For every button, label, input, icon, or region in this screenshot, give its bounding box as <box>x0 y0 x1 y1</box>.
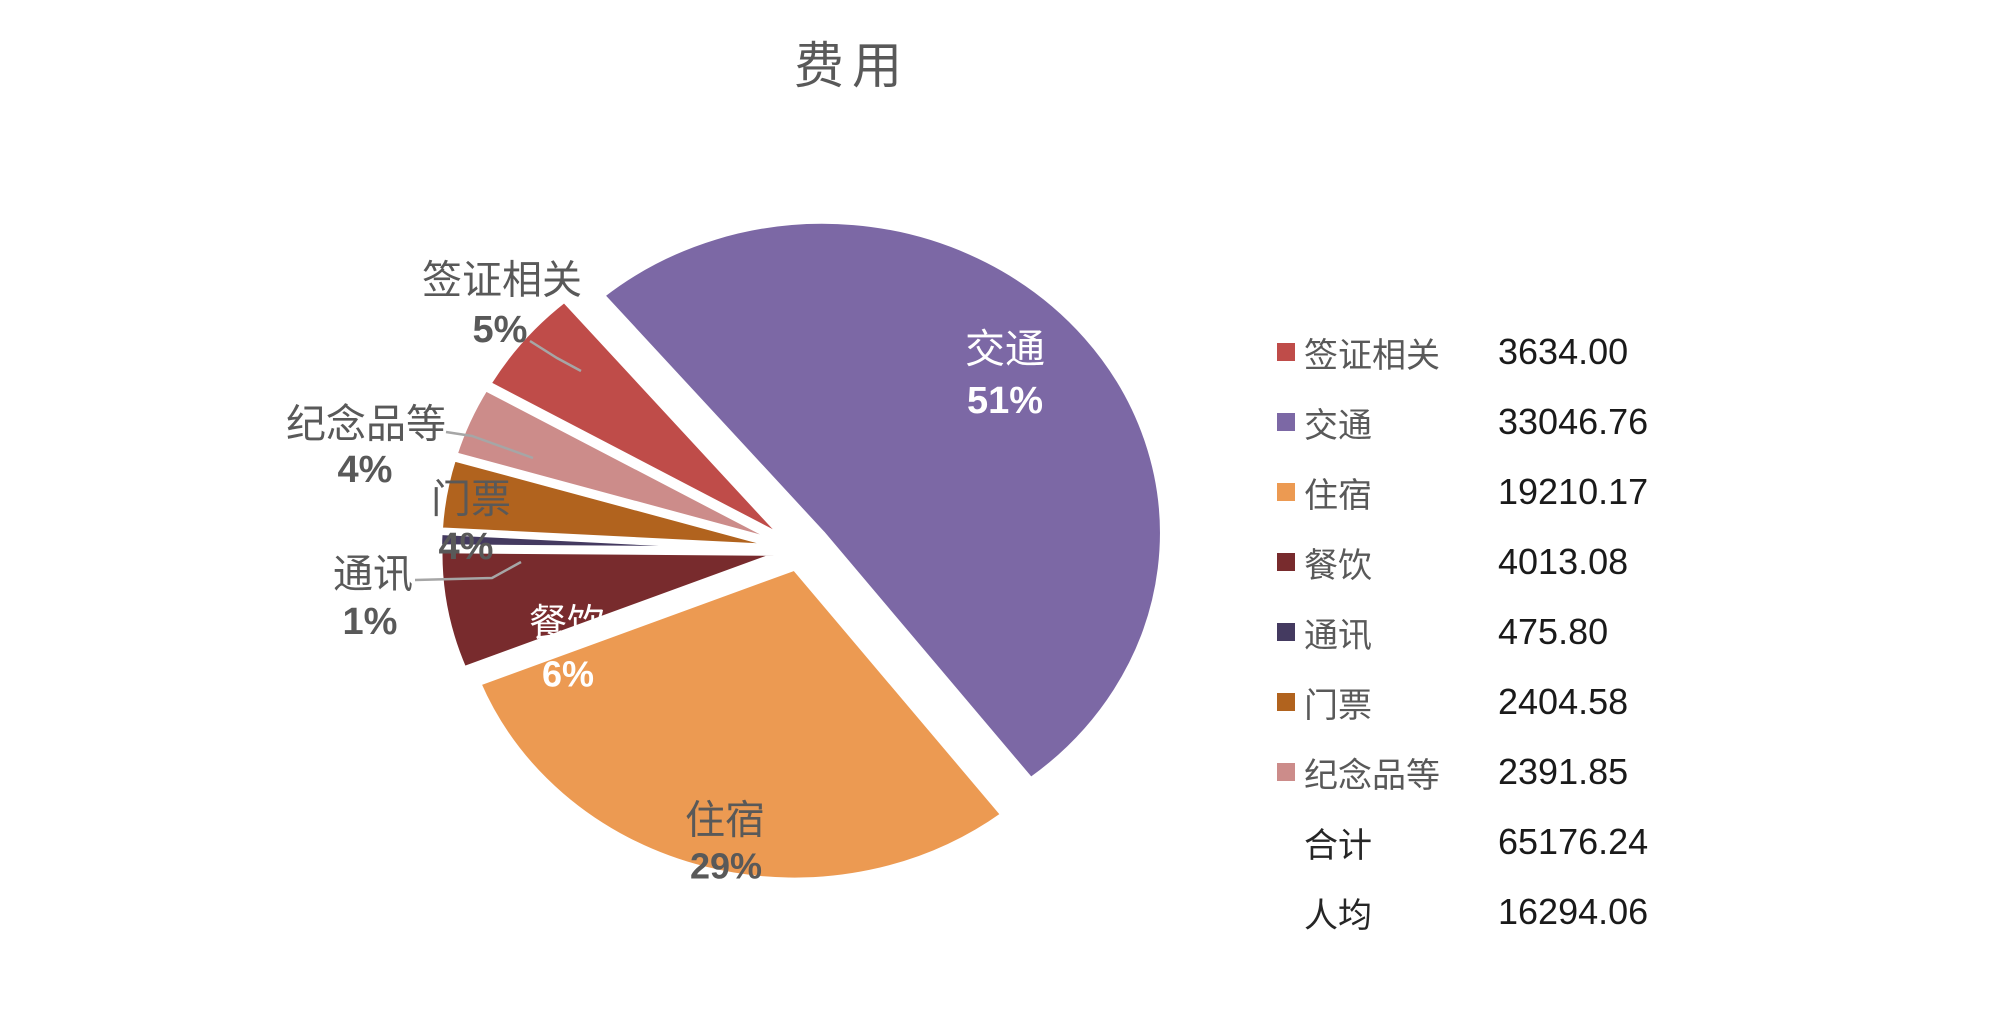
legend-label: 签证相关 <box>1304 337 1440 375</box>
legend-row: 签证相关 3634.00 <box>1277 328 1628 376</box>
pie-slice-交通 <box>599 218 1165 783</box>
legend-label: 通讯 <box>1304 617 1372 655</box>
legend-swatch <box>1277 623 1295 641</box>
chart-title: 费用 <box>794 38 910 94</box>
slice-label-餐饮: 餐饮 <box>529 603 605 645</box>
slice-percent-住宿: 29% <box>690 846 762 887</box>
slice-label-交通: 交通 <box>965 327 1045 372</box>
legend-value: 65176.24 <box>1498 821 1649 862</box>
pie-slice-餐饮 <box>437 548 783 672</box>
legend-value: 19210.17 <box>1498 471 1649 512</box>
pie-slice-通讯 <box>437 530 783 552</box>
slice-percent-交通: 51% <box>967 380 1043 422</box>
slice-label-门票: 门票 <box>431 477 511 522</box>
slice-percent-签证相关: 5% <box>473 309 528 351</box>
legend-value: 3634.00 <box>1498 331 1629 372</box>
legend-row: 通讯 475.80 <box>1277 608 1608 656</box>
legend-row: 门票 2404.58 <box>1277 678 1628 726</box>
legend-label: 住宿 <box>1304 477 1372 515</box>
legend-value: 2404.58 <box>1498 681 1629 722</box>
legend-swatch <box>1277 763 1295 781</box>
legend-total-row: 人均 16294.06 <box>1277 888 1648 936</box>
legend-swatch <box>1277 413 1295 431</box>
slice-percent-纪念品等: 4% <box>338 449 393 491</box>
slice-percent-通讯: 1% <box>343 601 398 643</box>
legend-swatch-placeholder <box>1277 833 1295 851</box>
slice-percent-门票: 4% <box>439 526 494 568</box>
legend-swatch <box>1277 483 1295 501</box>
legend-value: 33046.76 <box>1498 401 1649 442</box>
legend-swatch-placeholder <box>1277 903 1295 921</box>
legend-label: 纪念品等 <box>1304 757 1440 795</box>
slice-label-通讯: 通讯 <box>333 552 413 597</box>
legend-value: 16294.06 <box>1498 891 1649 932</box>
leader-line-纪念品等 <box>445 430 534 460</box>
legend-swatch <box>1277 693 1295 711</box>
legend-label: 人均 <box>1304 897 1372 935</box>
legend-swatch <box>1277 553 1295 571</box>
leader-line-签证相关 <box>529 339 582 373</box>
slice-label-纪念品等: 纪念品等 <box>286 402 446 447</box>
legend-label: 门票 <box>1304 687 1372 725</box>
slice-label-签证相关: 签证相关 <box>422 258 582 303</box>
legend-total-row: 合计 65176.24 <box>1277 818 1648 866</box>
pie-slice-门票 <box>437 456 783 550</box>
legend-row: 住宿 19210.17 <box>1277 468 1648 516</box>
pie-slice-住宿 <box>476 565 1006 883</box>
slice-percent-餐饮: 6% <box>542 654 594 695</box>
legend-label: 餐饮 <box>1304 547 1372 585</box>
legend-value: 2391.85 <box>1498 751 1629 792</box>
legend-label: 合计 <box>1304 827 1372 865</box>
legend-label: 交通 <box>1304 407 1372 445</box>
legend-row: 餐饮 4013.08 <box>1277 538 1628 586</box>
legend-row: 纪念品等 2391.85 <box>1277 748 1628 796</box>
slice-label-住宿: 住宿 <box>685 798 765 843</box>
legend-value: 4013.08 <box>1498 541 1629 582</box>
pie-slice-纪念品等 <box>452 386 784 546</box>
legend-row: 交通 33046.76 <box>1277 398 1648 446</box>
leader-line-通讯 <box>414 560 522 582</box>
legend-value: 475.80 <box>1498 611 1609 652</box>
legend-swatch <box>1277 343 1295 361</box>
